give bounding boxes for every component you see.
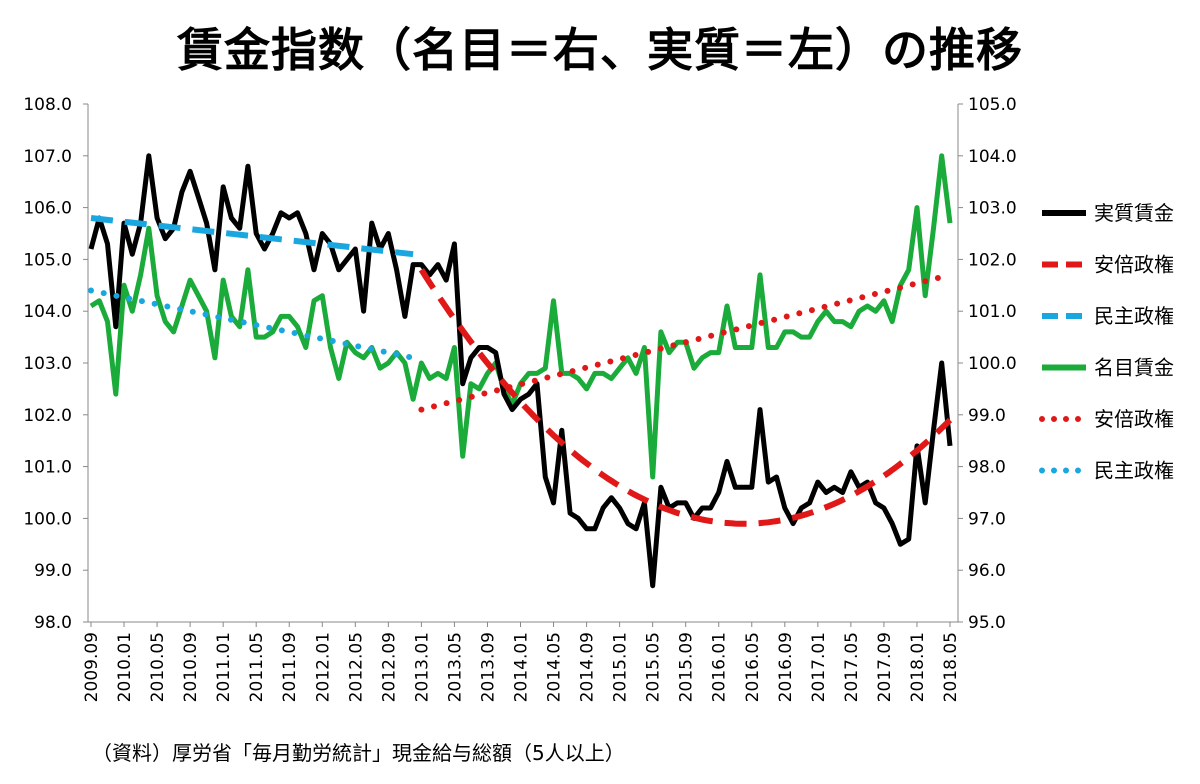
y-right-tick-label: 105.0 — [968, 95, 1017, 115]
y-left-tick-label: 108.0 — [23, 95, 72, 115]
y-left-tick-label: 99.0 — [34, 561, 72, 581]
axes: 98.0 99.0 100.0 101.0 102.0 103.0 104.0 105.0 10… — [23, 95, 1016, 702]
legend-label: 実質賃金 — [1094, 201, 1174, 225]
y-left-tick-label: 102.0 — [23, 406, 72, 426]
x-tick-label: 2017.09 — [875, 632, 895, 702]
abe-trend-dashed-line — [418, 268, 953, 527]
legend-label: 名目賃金 — [1094, 356, 1174, 380]
y-left-tick-label: 103.0 — [23, 354, 72, 374]
x-tick-label: 2010.01 — [115, 632, 135, 702]
legend-label: 民主政権 — [1094, 459, 1174, 483]
y-left-tick-label: 100.0 — [23, 509, 72, 529]
x-tick-label: 2016.01 — [710, 632, 730, 702]
real-wage-solid-line — [88, 153, 953, 589]
series-layer — [88, 153, 953, 589]
x-tick-label: 2015.05 — [644, 632, 664, 702]
chart-title: 賃金指数（名目＝右、実質＝左）の推移 — [177, 23, 1023, 77]
x-tick-label: 2014.09 — [578, 632, 598, 702]
x-tick-label: 2017.05 — [842, 632, 862, 702]
y-left-tick-label: 98.0 — [34, 613, 72, 633]
x-tick-label: 2013.05 — [445, 632, 465, 702]
y-right-tick-label: 97.0 — [968, 509, 1006, 529]
y-right-tick-label: 95.0 — [968, 613, 1006, 633]
x-tick-label: 2012.05 — [346, 632, 366, 702]
x-tick-label: 2009.09 — [82, 632, 102, 702]
dpj-trend-dotted-line — [88, 287, 417, 361]
y-right-tick-label: 104.0 — [968, 147, 1017, 167]
x-tick-label: 2014.05 — [545, 632, 565, 702]
x-tick-label: 2011.09 — [280, 632, 300, 702]
y-left-tick-label: 101.0 — [23, 458, 72, 478]
y-left-tick-label: 106.0 — [23, 199, 72, 219]
x-tick-label: 2018.01 — [908, 632, 928, 702]
x-tick-label: 2014.01 — [512, 632, 532, 702]
x-tick-label: 2018.05 — [941, 632, 961, 702]
legend-label: 安倍政権 — [1094, 407, 1174, 431]
y-right-tick-label: 99.0 — [968, 406, 1006, 426]
x-tick-label: 2010.09 — [181, 632, 201, 702]
legend-label: 安倍政権 — [1094, 253, 1174, 277]
x-tick-label: 2012.01 — [313, 632, 333, 702]
x-tick-label: 2016.05 — [743, 632, 763, 702]
x-tick-label: 2010.05 — [148, 632, 168, 702]
y-left-tick-label: 107.0 — [23, 147, 72, 167]
x-tick-label: 2013.09 — [478, 632, 498, 702]
x-tick-label: 2015.01 — [611, 632, 631, 702]
x-tick-label: 2017.01 — [809, 632, 829, 702]
dpj-trend-dashed-line — [90, 215, 414, 258]
y-left-tick-label: 104.0 — [23, 302, 72, 322]
y-right-tick-label: 103.0 — [968, 199, 1017, 219]
source-note: （資料）厚労省「毎月勤労統計」現金給与総額（5人以上） — [92, 741, 625, 765]
x-tick-label: 2012.09 — [379, 632, 399, 702]
y-right-tick-label: 96.0 — [968, 561, 1006, 581]
y-right-tick-label: 100.0 — [968, 354, 1017, 374]
y-right-tick-label: 101.0 — [968, 302, 1017, 322]
x-tick-label: 2016.09 — [776, 632, 796, 702]
x-tick-label: 2011.01 — [214, 632, 234, 702]
x-tick-label: 2015.09 — [677, 632, 697, 702]
x-tick-label: 2013.01 — [412, 632, 432, 702]
x-tick-label: 2011.05 — [247, 632, 267, 702]
legend-label: 民主政権 — [1094, 304, 1174, 328]
y-right-tick-label: 102.0 — [968, 250, 1017, 270]
y-left-tick-label: 105.0 — [23, 250, 72, 270]
y-right-tick-label: 98.0 — [968, 458, 1006, 478]
